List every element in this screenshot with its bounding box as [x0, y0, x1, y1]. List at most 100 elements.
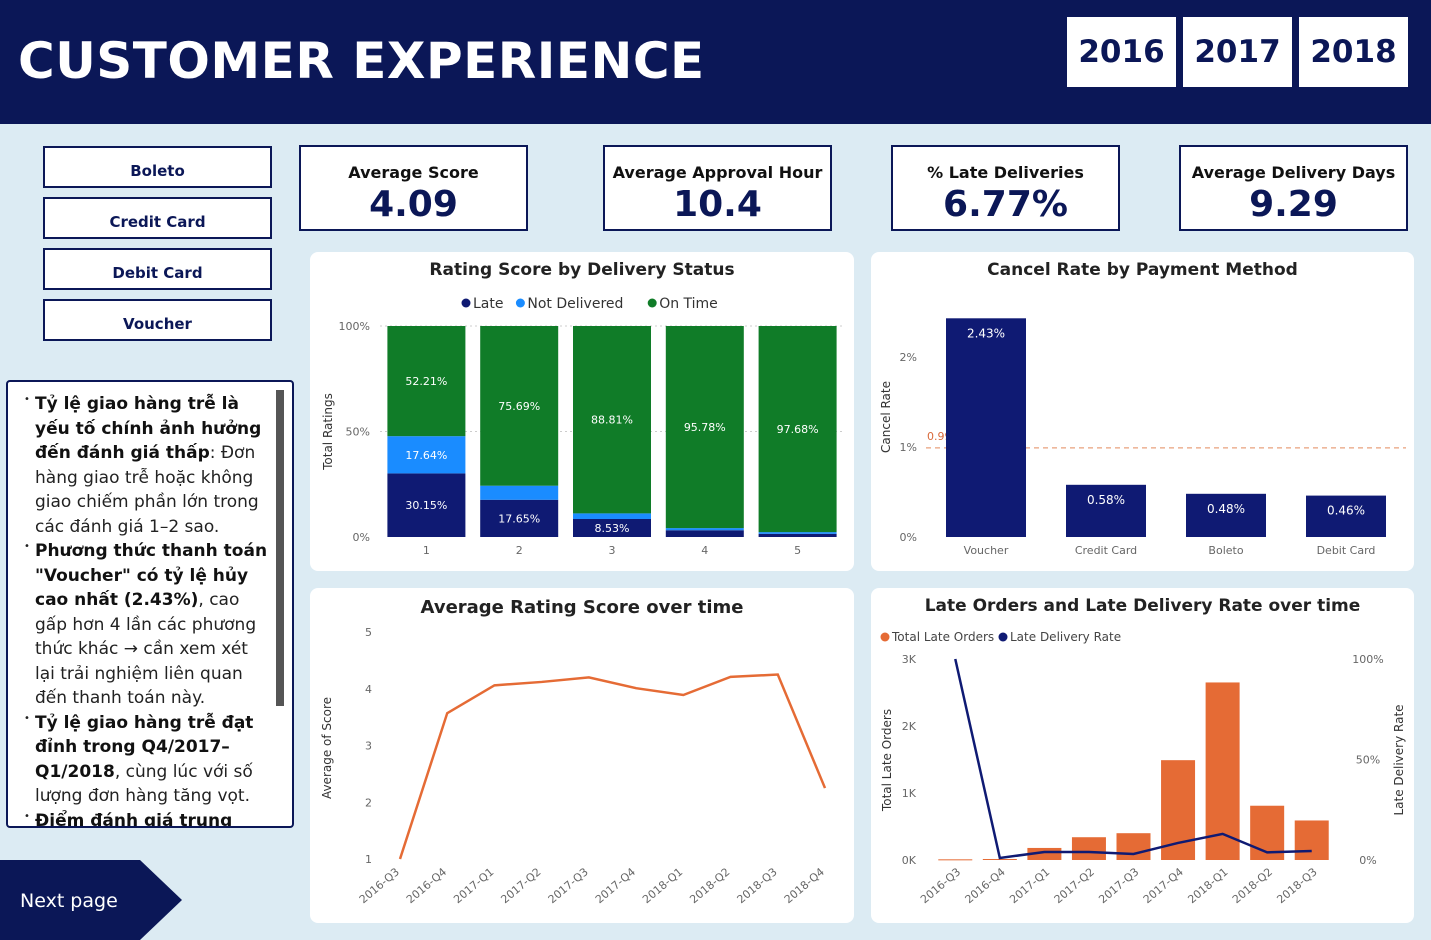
- filter-button-credit-card[interactable]: Credit Card: [43, 197, 272, 239]
- bar: [938, 859, 973, 861]
- x-tick-label: 2017-Q3: [1096, 865, 1141, 906]
- y-tick-label: 1: [365, 853, 372, 866]
- x-tick-label: 2018-Q2: [687, 865, 732, 906]
- data-label: 88.81%: [591, 414, 633, 427]
- x-tick-label: 2017-Q1: [451, 865, 496, 906]
- chart-late-orders-over-time: Late Orders and Late Delivery Rate over …: [871, 588, 1414, 923]
- x-tick-label: 2017-Q2: [1052, 865, 1097, 906]
- y-tick-label: 0K: [902, 854, 917, 867]
- x-tick-label: 2016-Q4: [963, 865, 1008, 906]
- series-line: [398, 673, 827, 860]
- bar: [1294, 820, 1329, 860]
- bar: [1205, 682, 1240, 860]
- legend-label: Late Delivery Rate: [1010, 630, 1121, 644]
- kpi-label: Average Score: [348, 163, 479, 182]
- y-axis-label: Average of Score: [320, 697, 334, 799]
- y-tick-label: 1K: [902, 787, 917, 800]
- legend-marker: [647, 298, 657, 308]
- x-tick-label: 2018-Q2: [1230, 865, 1275, 906]
- legend-marker: [461, 298, 471, 308]
- x-tick-label: Boleto: [1208, 544, 1243, 557]
- x-tick-label: 2016-Q4: [404, 865, 449, 906]
- chart-title: Average Rating Score over time: [420, 597, 744, 618]
- y-tick-label: 2: [365, 796, 372, 809]
- y2-axis-label: Late Delivery Rate: [1392, 704, 1406, 815]
- insights-textbox[interactable]: Tỷ lệ giao hàng trễ là yếu tố chính ảnh …: [6, 380, 294, 828]
- x-tick-label: 1: [423, 544, 430, 557]
- bar-segment: [573, 519, 651, 537]
- chart-cancel-rate: Cancel Rate by Payment Method 0% 1% 2% Canc…: [871, 252, 1414, 571]
- x-tick-label: Debit Card: [1317, 544, 1376, 557]
- insight-item: Tỷ lệ giao hàng trễ là yếu tố chính ảnh …: [24, 388, 272, 539]
- bar-segment: [387, 473, 466, 537]
- kpi-value: 9.29: [1249, 184, 1338, 225]
- x-tick-label: 2016-Q3: [357, 865, 402, 906]
- filter-button-boleto[interactable]: Boleto: [43, 146, 272, 188]
- bar: [1116, 833, 1151, 860]
- kpi-value: 6.77%: [943, 184, 1068, 225]
- data-label: 17.65%: [498, 512, 540, 525]
- x-tick-label: 5: [794, 544, 801, 557]
- bar-segment: [665, 326, 744, 529]
- bar-segment: [480, 499, 559, 537]
- kpi-label: Average Approval Hour: [612, 163, 823, 182]
- x-tick-label: 2: [516, 544, 523, 557]
- y-tick-label: 2K: [902, 720, 917, 733]
- x-tick-label: Credit Card: [1075, 544, 1137, 557]
- kpi-value: 4.09: [369, 184, 458, 225]
- insight-item: Tỷ lệ giao hàng trễ đạt đỉnh trong Q4/20…: [24, 707, 272, 809]
- chart-rating-by-delivery-status: Rating Score by Delivery Status Late Not …: [310, 252, 854, 571]
- data-label: 8.53%: [595, 522, 630, 535]
- y-axis-label: Total Late Orders: [880, 709, 894, 812]
- data-label: 17.64%: [405, 449, 447, 462]
- bar-segment: [665, 530, 744, 537]
- y-tick-label: 5: [365, 626, 372, 639]
- bar-segment: [480, 326, 559, 486]
- next-page-label: Next page: [20, 890, 118, 912]
- data-label: 0.46%: [1327, 504, 1365, 518]
- x-tick-label: 2018-Q4: [782, 865, 827, 906]
- year-button-2018[interactable]: 2018: [1299, 17, 1408, 87]
- x-tick-label: Voucher: [964, 544, 1009, 557]
- year-button-2017[interactable]: 2017: [1183, 17, 1292, 87]
- filter-button-voucher[interactable]: Voucher: [43, 299, 272, 341]
- chart-title: Rating Score by Delivery Status: [429, 260, 735, 280]
- y2-tick-label: 50%: [1356, 754, 1380, 767]
- x-tick-label: 2018-Q1: [1185, 865, 1230, 906]
- filter-button-debit-card[interactable]: Debit Card: [43, 248, 272, 290]
- chart-title: Late Orders and Late Delivery Rate over …: [924, 596, 1361, 616]
- bar: [946, 318, 1026, 537]
- header-bar: CUSTOMER EXPERIENCE 2016 2017 2018: [0, 0, 1431, 124]
- kpi-label: % Late Deliveries: [927, 163, 1084, 182]
- kpi-average-delivery-days: Average Delivery Days 9.29: [1179, 145, 1408, 231]
- y-axis-label: Cancel Rate: [879, 381, 893, 453]
- y-tick-label: 1%: [900, 441, 917, 454]
- data-label: 52.21%: [405, 375, 447, 388]
- chart-late-orders-over-time-plot: Total Late Orders Late Delivery Rate 0K 1K 2…: [880, 630, 1406, 906]
- chart-rating-by-delivery-status-plot: Late Not Delivered On Time 0% 50% 100% Total R…: [321, 296, 844, 557]
- bar-segment: [387, 436, 466, 474]
- bar: [1071, 837, 1106, 860]
- x-tick-label: 2017-Q4: [593, 865, 638, 906]
- x-tick-label: 2017-Q3: [546, 865, 591, 906]
- scrollbar[interactable]: [276, 390, 284, 706]
- bar-segment: [758, 326, 837, 533]
- arrow-shape: [0, 860, 182, 940]
- x-tick-label: 2017-Q1: [1007, 865, 1052, 906]
- x-tick-label: 3: [609, 544, 616, 557]
- x-tick-label: 2018-Q3: [1275, 865, 1320, 906]
- year-button-2016[interactable]: 2016: [1067, 17, 1176, 87]
- x-tick-label: 4: [701, 544, 708, 557]
- next-page-button[interactable]: Next page: [0, 860, 182, 940]
- insight-item: Điểm đánh giá trung bình: [24, 805, 272, 827]
- legend-label: Late: [473, 296, 503, 312]
- y-tick-label: 50%: [346, 426, 370, 439]
- x-tick-label: 2018-Q3: [735, 865, 780, 906]
- data-label: 0.58%: [1087, 493, 1125, 507]
- data-label: 30.15%: [405, 499, 447, 512]
- bar-segment: [573, 326, 651, 514]
- kpi-value: 10.4: [673, 184, 762, 225]
- legend-label: Total Late Orders: [891, 630, 994, 644]
- bar-segment: [480, 485, 559, 500]
